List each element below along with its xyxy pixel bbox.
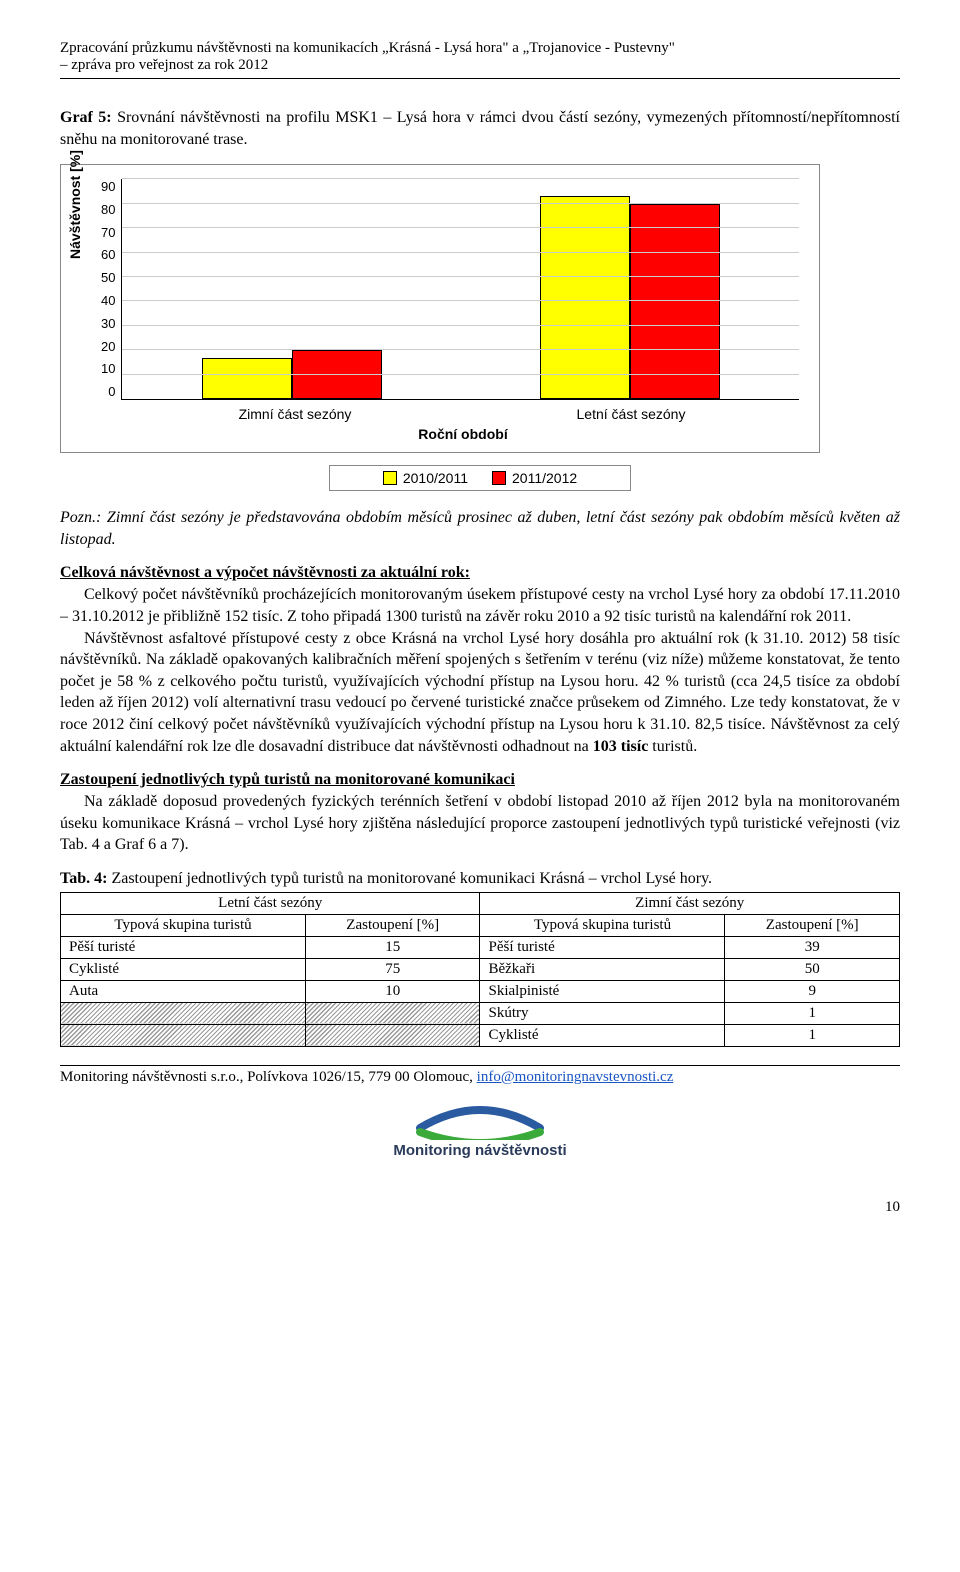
table-cell: 9: [725, 980, 900, 1002]
x-label: Letní část sezóny: [463, 406, 799, 422]
doc-header-line1: Zpracování průzkumu návštěvnosti na komu…: [60, 40, 900, 57]
table-cell: 10: [305, 980, 480, 1002]
table4-colB-l: Zastoupení [%]: [305, 914, 480, 936]
note-text: Zimní část sezóny je představována obdob…: [60, 509, 900, 548]
table4-header-left: Letní část sezóny: [61, 892, 480, 914]
legend-item: 2010/2011: [383, 470, 468, 486]
bar-group: [461, 179, 799, 399]
chart-container: Návštěvnost [%] 9080706050403020100 Zimn…: [60, 164, 820, 453]
section1-para1b-2: turistů.: [648, 738, 697, 755]
y-tick: 50: [101, 270, 115, 285]
legend-label: 2011/2012: [512, 470, 577, 486]
table4-prefix: Tab. 4:: [60, 870, 107, 887]
y-tick: 0: [101, 384, 115, 399]
table-cell: Cyklisté: [480, 1024, 725, 1046]
note-prefix: Pozn.:: [60, 509, 101, 526]
table-row: Auta10Skialpinisté9: [61, 980, 900, 1002]
table-row: Cyklisté1: [61, 1024, 900, 1046]
y-tick: 60: [101, 247, 115, 262]
table-cell: [305, 1024, 480, 1046]
section1-para: Celkový počet návštěvníků procházejících…: [60, 584, 900, 757]
y-tick: 80: [101, 202, 115, 217]
legend-swatch: [492, 471, 506, 485]
table-row: Pěší turisté15Pěší turisté39: [61, 936, 900, 958]
graf5-rest: Srovnání návštěvnosti na profilu MSK1 – …: [60, 109, 900, 148]
table4-colA-r: Typová skupina turistů: [480, 914, 725, 936]
table-cell: Skialpinisté: [480, 980, 725, 1002]
table4-header-right: Zimní část sezóny: [480, 892, 900, 914]
y-tick: 40: [101, 293, 115, 308]
footer-logo: Monitoring návštěvnosti: [60, 1100, 900, 1159]
table-cell: 39: [725, 936, 900, 958]
legend-label: 2010/2011: [403, 470, 468, 486]
table-cell: Auta: [61, 980, 306, 1002]
legend-item: 2011/2012: [492, 470, 577, 486]
footer-rule: [60, 1065, 900, 1066]
page-number: 10: [60, 1199, 900, 1216]
section1-para1b-1: Návštěvnost asfaltové přístupové cesty z…: [60, 630, 900, 755]
table-cell: 75: [305, 958, 480, 980]
chart-y-ticks: 90 80 70 60 50 40 30 20 10 0: [101, 179, 121, 399]
section2-head: Zastoupení jednotlivých typů turistů na …: [60, 771, 900, 789]
bar: [202, 358, 292, 400]
table-cell: Pěší turisté: [61, 936, 306, 958]
y-tick: 30: [101, 316, 115, 331]
chart-y-label: Návštěvnost [%]: [67, 150, 83, 259]
section1-head: Celková návštěvnost a výpočet návštěvnos…: [60, 564, 900, 582]
bar: [292, 350, 382, 399]
chart-legend: 2010/2011 2011/2012: [329, 465, 631, 491]
header-rule: [60, 78, 900, 79]
doc-header-line2: – zpráva pro veřejnost za rok 2012: [60, 57, 900, 74]
graf5-prefix: Graf 5:: [60, 109, 112, 126]
y-tick: 90: [101, 179, 115, 194]
table-cell: Cyklisté: [61, 958, 306, 980]
table-row: Cyklisté75Běžkaři50: [61, 958, 900, 980]
logo-text: Monitoring návštěvnosti: [60, 1142, 900, 1159]
section2-para: Na základě doposud provedených fyzických…: [60, 791, 900, 856]
table-cell: Pěší turisté: [480, 936, 725, 958]
table-cell: [61, 1024, 306, 1046]
table4-rest: Zastoupení jednotlivých typů turistů na …: [107, 870, 712, 887]
chart-plot-area: [121, 179, 799, 400]
legend-swatch: [383, 471, 397, 485]
graf5-title: Graf 5: Srovnání návštěvnosti na profilu…: [60, 107, 900, 150]
table-cell: 1: [725, 1024, 900, 1046]
y-tick: 10: [101, 361, 115, 376]
table-cell: 1: [725, 1002, 900, 1024]
footer: Monitoring návštěvnosti s.r.o., Polívkov…: [60, 1069, 900, 1086]
section1-para1a: Celkový počet návštěvníků procházejících…: [60, 586, 900, 625]
table4: Letní část sezóny Zimní část sezóny Typo…: [60, 892, 900, 1047]
table-cell: 50: [725, 958, 900, 980]
table-cell: [61, 1002, 306, 1024]
chart-x-title: Roční období: [127, 426, 799, 442]
section1-para1b-bold: 103 tisíc: [593, 738, 649, 755]
table4-title: Tab. 4: Zastoupení jednotlivých typů tur…: [60, 870, 900, 888]
x-label: Zimní část sezóny: [127, 406, 463, 422]
y-tick: 20: [101, 339, 115, 354]
table4-colA-l: Typová skupina turistů: [61, 914, 306, 936]
chart-note: Pozn.: Zimní část sezóny je představován…: [60, 507, 900, 550]
bar-group: [122, 179, 460, 399]
footer-text: Monitoring návštěvnosti s.r.o., Polívkov…: [60, 1069, 477, 1085]
table4-colB-r: Zastoupení [%]: [725, 914, 900, 936]
table-cell: 15: [305, 936, 480, 958]
y-tick: 70: [101, 225, 115, 240]
table-cell: Běžkaři: [480, 958, 725, 980]
logo-icon: [410, 1100, 550, 1140]
table-cell: Skútry: [480, 1002, 725, 1024]
table-cell: [305, 1002, 480, 1024]
footer-link[interactable]: info@monitoringnavstevnosti.cz: [477, 1069, 674, 1085]
table-row: Skútry1: [61, 1002, 900, 1024]
chart-x-labels: Zimní část sezónyLetní část sezóny: [127, 406, 799, 422]
